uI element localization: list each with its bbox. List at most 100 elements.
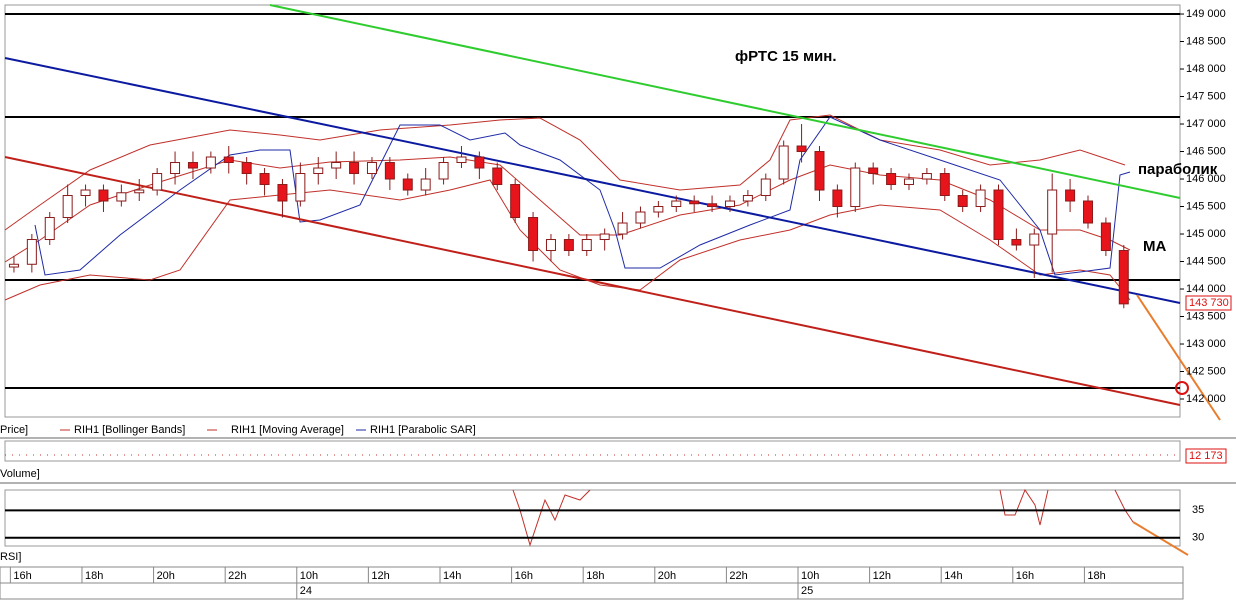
candle-body [921,173,932,180]
legend-entry: RIH1 [Bollinger Bands] [74,424,185,436]
x-tick-label: 18h [586,570,604,582]
candle-body [975,189,986,208]
y-tick-label: 143 000 [1186,338,1226,350]
candle-body [528,217,539,252]
y-tick-label: 148 000 [1186,63,1226,75]
y-tick-label: 145 000 [1186,228,1226,240]
x-tick-label: 20h [157,570,175,582]
candle-body [563,239,574,252]
candle-body [1065,189,1076,202]
candle-body [313,167,324,175]
y-tick-label: 147 500 [1186,90,1226,102]
candle-body [349,162,360,175]
candle-body [1082,200,1093,224]
date-label: 24 [300,585,312,597]
target-marker [1175,381,1189,395]
y-tick-label: 144 000 [1186,283,1226,295]
last-price: 143 730 [1189,297,1229,309]
candle-body [492,167,503,186]
rsi-tick-label: 30 [1192,532,1204,544]
candle-body [331,162,342,169]
trend-line-green [269,4,1181,199]
candle-body [98,189,109,202]
candle-body [653,206,664,213]
x-tick-label: 14h [944,570,962,582]
x-tick-label: 20h [658,570,676,582]
y-tick-label: 142 000 [1186,393,1226,405]
candle-body [277,184,288,202]
x-tick-label: 14h [443,570,461,582]
candle-body [1100,222,1111,252]
candle-body [903,178,914,186]
candle-body [8,263,19,268]
candle-body [187,162,198,169]
x-tick-label: 16h [13,570,31,582]
candle-body [814,151,825,191]
candle-body [707,203,718,208]
y-tick-label: 148 500 [1186,35,1226,47]
candle-body [384,162,395,180]
annotation: параболик [1138,161,1218,178]
last-price-box [1185,295,1232,311]
candle-body [760,178,771,197]
y-tick-label: 145 500 [1186,200,1226,212]
y-tick-label: 143 500 [1186,310,1226,322]
candle-body [957,195,968,208]
candle-body [456,156,467,164]
candle-body [134,189,145,194]
rsi-title: RSI] [0,551,21,563]
x-tick-label: 10h [300,570,318,582]
x-tick-label: 18h [85,570,103,582]
candle-body [886,173,897,186]
candle-body [241,162,252,175]
candle-body [170,162,181,175]
candle-body [617,222,628,235]
rsi-tick-label: 35 [1192,504,1204,516]
candle-body [438,162,449,180]
candle-body [205,156,216,169]
rsi-panel [4,489,1181,547]
volume-panel [4,440,1181,462]
y-tick-label: 142 500 [1186,365,1226,377]
rsi-line [999,488,1049,526]
candle-body [80,189,91,197]
candle-body [259,173,270,186]
x-tick-label: 12h [371,570,389,582]
candle-body [724,200,735,208]
price-panel [4,4,1181,418]
legend-entry: Price] [0,424,28,436]
candle-body [939,173,950,197]
candle-body [599,233,610,241]
volume-value-box [1185,448,1227,464]
candle-body [1011,239,1022,246]
x-tick-label: 12h [873,570,891,582]
candle-body [474,156,485,169]
y-tick-label: 147 000 [1186,118,1226,130]
chart-title: фРТС 15 мин. [735,48,837,65]
candle-body [402,178,413,191]
x-tick-label: 16h [1016,570,1034,582]
candle-body [116,192,127,202]
annotation: МА [1143,238,1166,255]
x-tick-label: 18h [1087,570,1105,582]
date-label: 25 [801,585,813,597]
forecast-arrow [1136,294,1221,421]
candle-body [742,195,753,202]
x-tick-label: 10h [801,570,819,582]
candle-body [671,200,682,208]
candle-body [26,239,37,265]
candle-body [581,239,592,252]
bollinger-upper [4,114,1126,231]
candle-body [366,162,377,175]
y-tick-label: 146 000 [1186,173,1226,185]
candle-body [420,178,431,191]
candle-body [62,195,73,219]
y-tick-label: 144 500 [1186,255,1226,267]
legend-entry: RIH1 [Parabolic SAR] [370,424,476,436]
y-tick-label: 146 500 [1186,145,1226,157]
x-tick-label: 16h [515,570,533,582]
candle-body [1029,233,1040,246]
parabolic-sar [34,116,1131,276]
candle-body [152,173,163,191]
